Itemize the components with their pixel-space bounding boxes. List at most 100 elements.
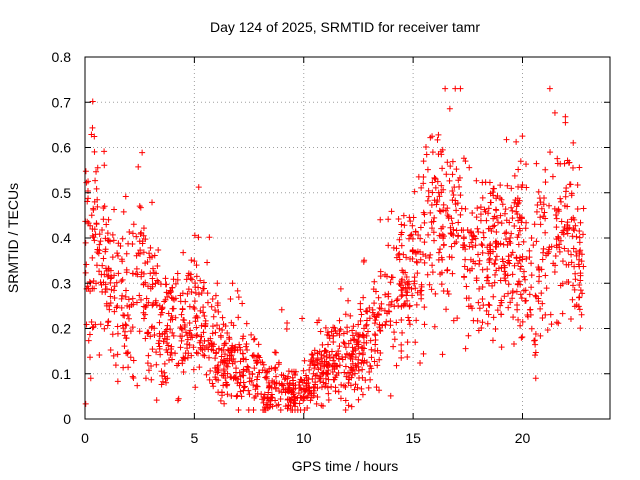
data-point <box>289 406 296 413</box>
data-point <box>107 293 114 300</box>
y-tick-label: 0.2 <box>52 321 72 337</box>
data-point <box>217 332 224 339</box>
data-point <box>385 290 392 297</box>
data-point <box>107 346 114 353</box>
data-point <box>146 250 153 257</box>
data-point <box>272 385 279 392</box>
data-point <box>477 204 484 211</box>
data-point <box>349 344 356 351</box>
data-point <box>371 358 378 365</box>
data-point <box>493 207 500 214</box>
data-point <box>336 343 343 350</box>
data-point <box>497 277 504 284</box>
data-point <box>309 352 316 359</box>
data-point <box>438 151 445 158</box>
data-point <box>253 383 260 390</box>
data-point <box>217 397 224 404</box>
data-point <box>576 234 583 241</box>
data-point <box>577 272 584 279</box>
data-point <box>391 336 398 343</box>
data-point <box>489 282 496 289</box>
data-point <box>387 318 394 325</box>
data-point <box>265 405 272 412</box>
data-point <box>212 355 219 362</box>
data-point <box>273 402 280 409</box>
data-point <box>118 304 125 311</box>
data-point <box>522 276 529 283</box>
data-point <box>233 375 240 382</box>
data-point <box>345 402 352 409</box>
data-point <box>347 364 354 371</box>
data-point <box>555 320 562 327</box>
data-point <box>297 394 304 401</box>
data-point <box>351 370 358 377</box>
data-point <box>136 238 143 245</box>
data-point <box>444 205 451 212</box>
data-point <box>108 286 115 293</box>
data-point <box>454 233 461 240</box>
data-point <box>318 384 325 391</box>
data-point <box>285 385 292 392</box>
data-point <box>479 194 486 201</box>
data-point <box>310 392 317 399</box>
data-point <box>206 354 213 361</box>
data-point <box>405 314 412 321</box>
data-point <box>360 334 367 341</box>
data-point <box>403 292 410 299</box>
data-point <box>342 384 349 391</box>
data-point <box>342 363 349 370</box>
data-point <box>228 347 235 354</box>
data-point <box>178 337 185 344</box>
data-point <box>507 299 514 306</box>
data-point <box>289 388 296 395</box>
data-point <box>457 211 464 218</box>
data-point <box>522 298 529 305</box>
data-point <box>477 211 484 218</box>
data-point <box>520 268 527 275</box>
data-point <box>472 242 479 249</box>
data-point <box>509 271 516 278</box>
data-point <box>421 259 428 266</box>
data-point <box>165 342 172 349</box>
data-point <box>448 231 455 238</box>
data-point <box>490 314 497 321</box>
data-point <box>454 315 461 322</box>
data-point <box>212 292 219 299</box>
data-point <box>393 297 400 304</box>
data-point <box>534 202 541 209</box>
data-point <box>229 280 236 287</box>
data-point <box>526 254 533 261</box>
data-point <box>431 197 438 204</box>
data-point <box>136 203 143 210</box>
data-point <box>552 211 559 218</box>
data-point <box>539 256 546 263</box>
data-point <box>447 224 454 231</box>
data-point <box>109 331 116 338</box>
data-point <box>484 274 491 281</box>
data-point <box>561 245 568 252</box>
data-point <box>129 324 136 331</box>
data-point <box>473 177 480 184</box>
data-point <box>553 244 560 251</box>
data-point <box>188 257 195 264</box>
data-point <box>97 279 104 286</box>
data-point <box>493 214 500 221</box>
data-point <box>93 262 100 269</box>
data-point <box>148 324 155 331</box>
data-point <box>405 278 412 285</box>
data-point <box>360 294 367 301</box>
data-point <box>502 206 509 213</box>
data-point <box>517 322 524 329</box>
data-point <box>537 221 544 228</box>
data-point <box>92 177 99 184</box>
data-point <box>576 248 583 255</box>
data-point <box>522 287 529 294</box>
data-point <box>336 317 343 324</box>
data-point <box>207 335 214 342</box>
data-point <box>120 325 127 332</box>
data-point <box>406 317 413 324</box>
data-point <box>439 351 446 358</box>
data-point <box>242 343 249 350</box>
data-point <box>492 271 499 278</box>
data-point <box>212 374 219 381</box>
